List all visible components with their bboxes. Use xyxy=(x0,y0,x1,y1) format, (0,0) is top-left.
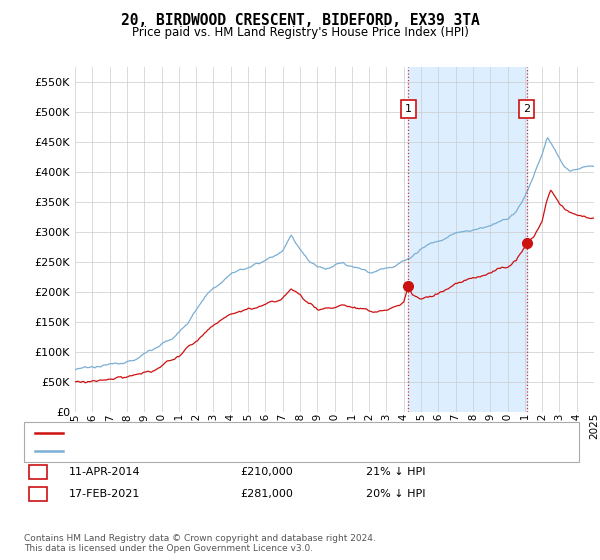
Text: Price paid vs. HM Land Registry's House Price Index (HPI): Price paid vs. HM Land Registry's House … xyxy=(131,26,469,39)
Text: 11-APR-2014: 11-APR-2014 xyxy=(69,467,140,477)
Text: 2: 2 xyxy=(523,104,530,114)
Bar xyxy=(409,67,527,412)
Text: 20, BIRDWOOD CRESCENT, BIDEFORD, EX39 3TA (detached house): 20, BIRDWOOD CRESCENT, BIDEFORD, EX39 3T… xyxy=(69,428,437,437)
Text: 1: 1 xyxy=(34,467,41,477)
Text: 17-FEB-2021: 17-FEB-2021 xyxy=(69,489,140,499)
Text: 20% ↓ HPI: 20% ↓ HPI xyxy=(366,489,425,499)
Text: 1: 1 xyxy=(405,104,412,114)
Text: £281,000: £281,000 xyxy=(240,489,293,499)
Text: Contains HM Land Registry data © Crown copyright and database right 2024.
This d: Contains HM Land Registry data © Crown c… xyxy=(24,534,376,553)
Text: £210,000: £210,000 xyxy=(240,467,293,477)
Text: HPI: Average price, detached house, Torridge: HPI: Average price, detached house, Torr… xyxy=(69,446,316,456)
Text: 20, BIRDWOOD CRESCENT, BIDEFORD, EX39 3TA: 20, BIRDWOOD CRESCENT, BIDEFORD, EX39 3T… xyxy=(121,13,479,28)
Text: 2: 2 xyxy=(34,489,41,499)
Text: 21% ↓ HPI: 21% ↓ HPI xyxy=(366,467,425,477)
